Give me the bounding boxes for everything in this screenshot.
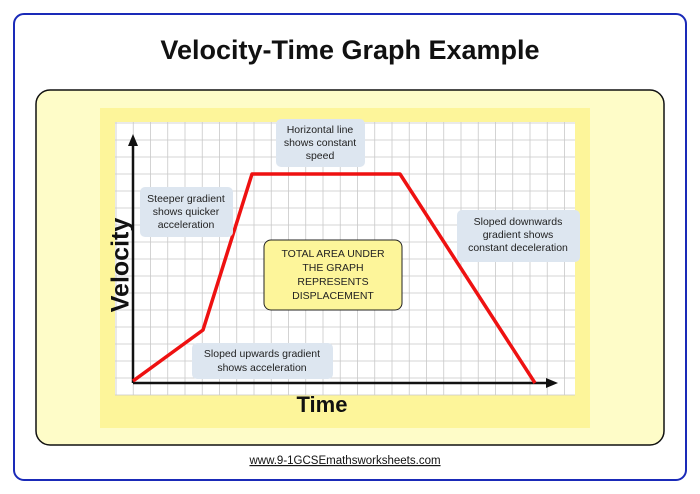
area-note-box: [263, 239, 403, 311]
area-note-text: DISPLACEMENT: [292, 290, 374, 302]
annotation-text: speed: [306, 150, 335, 162]
annotation-box: [457, 210, 580, 262]
title: Velocity-Time Graph Example: [160, 35, 539, 65]
annotation-text: constant deceleration: [468, 242, 568, 254]
annotation-text: gradient shows: [483, 229, 554, 241]
annotation-text: Sloped downwards: [474, 216, 563, 228]
velocity-line: [131, 172, 537, 384]
annotation-text: Steeper gradient: [147, 193, 225, 205]
annotation-text: Horizontal line: [287, 124, 354, 136]
annotation-text: shows quicker: [153, 206, 220, 218]
area-note-text: TOTAL AREA UNDER: [281, 248, 384, 260]
area-note-text: REPRESENTS: [297, 276, 368, 288]
area-note-text: THE GRAPH: [302, 262, 363, 274]
annotation-text: shows acceleration: [217, 362, 306, 374]
annotation-box: [192, 343, 333, 379]
x-arrow: [546, 378, 558, 388]
y-axis-label: Velocity: [107, 218, 135, 313]
axes: [128, 134, 558, 388]
annotation-text: shows constant: [284, 137, 356, 149]
annotation-text: acceleration: [158, 219, 215, 231]
y-arrow: [128, 134, 138, 146]
x-axis-label: Time: [297, 392, 348, 417]
annotation-box: [140, 187, 233, 237]
annotation-text: Sloped upwards gradient: [204, 348, 320, 360]
annotation-box: [276, 119, 365, 167]
footer-url[interactable]: www.9-1GCSEmathsworksheets.com: [248, 455, 440, 467]
